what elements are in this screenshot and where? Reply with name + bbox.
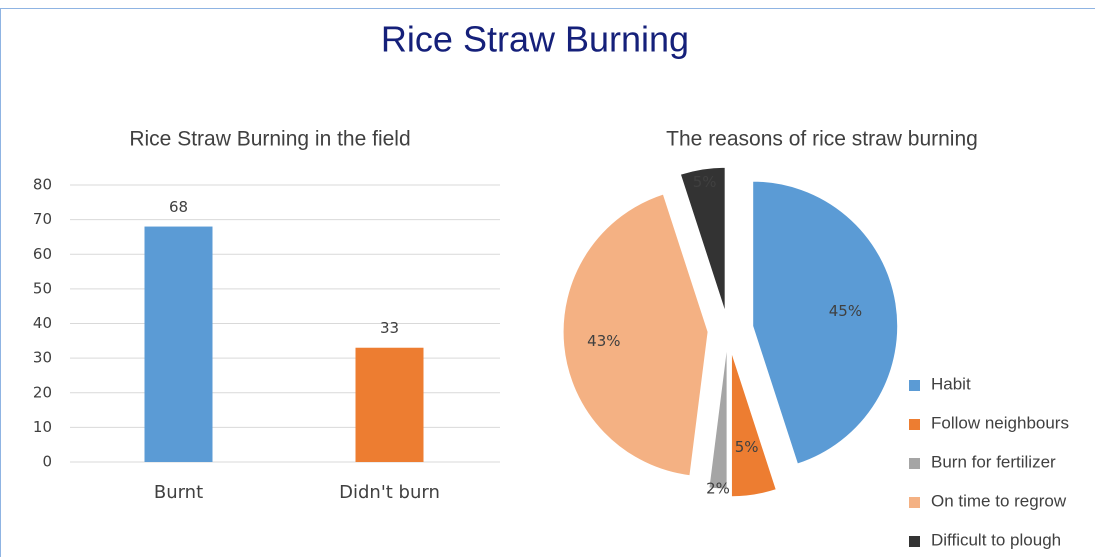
- data-label: 43%: [587, 332, 620, 350]
- data-label: 5%: [693, 173, 717, 191]
- pie-slice: [708, 343, 728, 490]
- y-tick-label: 10: [33, 418, 52, 436]
- legend-label: On time to regrow: [931, 491, 1067, 510]
- pie-slice: [562, 193, 709, 477]
- slide-title: Rice Straw Burning: [381, 19, 689, 60]
- x-tick-label: Didn't burn: [339, 482, 440, 503]
- y-tick-label: 60: [33, 245, 52, 263]
- legend-swatch: [909, 497, 920, 508]
- y-tick-label: 0: [42, 453, 52, 471]
- chart-title: The reasons of rice straw burning: [666, 128, 978, 151]
- y-tick-label: 50: [33, 279, 52, 297]
- y-tick-label: 80: [33, 176, 52, 194]
- value-label: 33: [380, 319, 399, 337]
- y-tick-label: 20: [33, 383, 52, 401]
- x-tick-label: Burnt: [154, 482, 203, 503]
- y-tick-label: 70: [33, 210, 52, 228]
- bar: [144, 226, 213, 462]
- legend-swatch: [909, 536, 920, 547]
- pie-slice: [679, 166, 726, 313]
- data-label: 2%: [706, 480, 730, 498]
- legend-label: Habit: [931, 374, 971, 393]
- legend-label: Follow neighbours: [931, 413, 1069, 432]
- pie-slice: [730, 351, 777, 498]
- pie-slice: [752, 180, 899, 465]
- legend-label: Difficult to plough: [931, 530, 1061, 549]
- bar: [355, 347, 424, 462]
- slide-border: [0, 8, 1095, 557]
- y-tick-label: 40: [33, 314, 52, 332]
- legend-label: Burn for fertilizer: [931, 452, 1056, 471]
- legend-swatch: [909, 380, 920, 391]
- y-tick-label: 30: [33, 349, 52, 367]
- value-label: 68: [169, 198, 188, 216]
- legend-swatch: [909, 419, 920, 430]
- data-label: 5%: [735, 438, 759, 456]
- data-label: 45%: [829, 302, 862, 320]
- legend-swatch: [909, 458, 920, 469]
- chart-title: Rice Straw Burning in the field: [129, 128, 410, 151]
